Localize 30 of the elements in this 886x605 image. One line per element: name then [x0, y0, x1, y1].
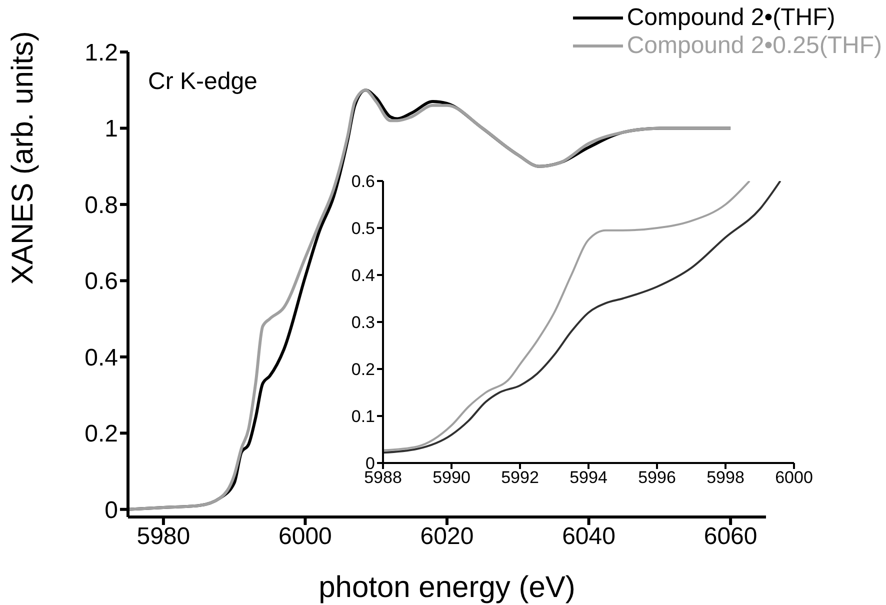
x-tick-label: 5980	[136, 523, 190, 550]
y-tick-label: 1.2	[84, 40, 118, 67]
y-tick-label: 0.4	[84, 344, 118, 372]
y-tick-label: 0.4	[351, 266, 375, 286]
x-tick-label: 5998	[706, 468, 744, 488]
y-tick-label: 0.1	[351, 407, 375, 426]
annotation: Cr K-edge	[148, 68, 258, 96]
x-tick-label: 5994	[570, 468, 608, 488]
y-tick-label: 0	[104, 496, 118, 524]
y-tick-label: 0.2	[351, 360, 375, 380]
x-axis-title: photon energy (eV)	[318, 571, 576, 604]
y-tick-label: 0.3	[351, 313, 375, 332]
x-tick-label: 6020	[420, 523, 474, 550]
x-tick-label: 6060	[704, 523, 758, 550]
legend-label: Compound 2•0.25(THF)	[626, 32, 882, 60]
x-tick-label: 5996	[638, 468, 676, 488]
y-tick-label: 0.6	[84, 268, 118, 296]
x-tick-label: 6000	[775, 468, 813, 488]
x-tick-label: 5990	[432, 468, 470, 488]
y-axis-title: XANES (arb. units)	[6, 31, 40, 284]
y-tick-label: 0.6	[351, 172, 375, 192]
legend-label: Compound 2•(THF)	[626, 4, 836, 32]
x-tick-label: 5992	[501, 468, 539, 488]
x-tick-label: 5988	[364, 468, 402, 488]
y-tick-label: 1	[104, 116, 118, 143]
x-tick-label: 6040	[562, 523, 616, 550]
y-tick-label: 0.8	[84, 192, 118, 219]
y-tick-label: 0.5	[351, 219, 375, 238]
x-tick-label: 6000	[278, 523, 332, 550]
y-tick-label: 0.2	[84, 420, 118, 448]
